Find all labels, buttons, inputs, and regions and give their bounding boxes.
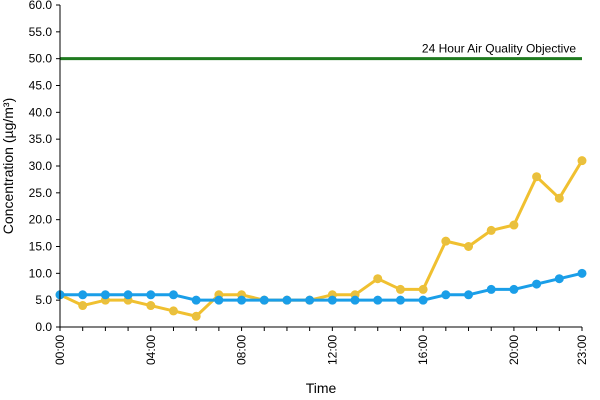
y-tick-label: 15.0: [29, 240, 53, 254]
x-tick-label: 04:00: [144, 335, 158, 365]
series-2-point: [214, 295, 224, 305]
y-tick-label: 35.0: [29, 132, 53, 146]
series-1-point: [577, 156, 587, 166]
x-tick-label: 23:00: [575, 335, 589, 365]
y-tick-label: 55.0: [29, 25, 53, 39]
x-tick-label: 08:00: [235, 335, 249, 365]
series-1-point: [395, 284, 405, 294]
series-2-point: [123, 290, 133, 300]
series-2-point: [305, 295, 315, 305]
series-2-point: [441, 290, 451, 300]
y-tick-label: 40.0: [29, 105, 53, 119]
series-1-point: [509, 220, 519, 230]
y-tick-label: 45.0: [29, 79, 53, 93]
series-2-point: [100, 290, 110, 300]
series-1-point: [532, 172, 542, 182]
series-2-point: [395, 295, 405, 305]
series-1-point: [418, 284, 428, 294]
x-tick-label: 20:00: [507, 335, 521, 365]
y-tick-label: 0.0: [35, 320, 52, 334]
series-1-point: [486, 225, 496, 235]
series-1-point: [464, 242, 474, 251]
series-1-point: [146, 301, 156, 311]
series-1-point: [191, 311, 201, 321]
series-line-1: [58, 159, 584, 318]
series-2-point: [168, 290, 178, 300]
series-2-point: [259, 295, 269, 305]
y-tick-label: 5.0: [35, 293, 52, 307]
series-1-point: [441, 236, 451, 246]
series-1-point: [78, 301, 88, 311]
x-axis-title: Time: [306, 380, 337, 396]
air-quality-objective-label: 24 Hour Air Quality Objective: [422, 42, 576, 56]
y-tick-label: 50.0: [29, 52, 53, 66]
series-2-point: [486, 284, 496, 294]
series-2-point: [78, 290, 88, 300]
series-2-point: [418, 295, 428, 305]
series-1-point: [168, 306, 178, 316]
y-tick-label: 60.0: [29, 0, 53, 12]
series-1-point: [554, 193, 564, 203]
y-tick-label: 25.0: [29, 186, 53, 200]
x-tick-label: 16:00: [416, 335, 430, 365]
series-2-point: [327, 295, 337, 305]
series-2-point: [464, 290, 474, 300]
y-tick-label: 30.0: [29, 159, 53, 173]
series-2-point: [191, 295, 201, 305]
y-tick-label: 20.0: [29, 213, 53, 227]
series-2-point: [509, 284, 519, 294]
series-2-point: [532, 279, 542, 289]
series-2-point: [554, 274, 564, 284]
series-2-point: [577, 268, 587, 278]
x-tick-label: 12:00: [325, 335, 339, 365]
series-2-point: [350, 295, 360, 305]
series-2-point: [146, 290, 156, 300]
x-tick-label: 00:00: [53, 335, 67, 365]
y-tick-label: 10.0: [29, 266, 53, 280]
y-axis-title: Concentration (µg/m³): [0, 98, 16, 234]
series-2-point: [373, 295, 383, 305]
series-1-point: [373, 274, 383, 284]
series-2-point: [282, 295, 292, 305]
series-2-point: [237, 295, 247, 305]
